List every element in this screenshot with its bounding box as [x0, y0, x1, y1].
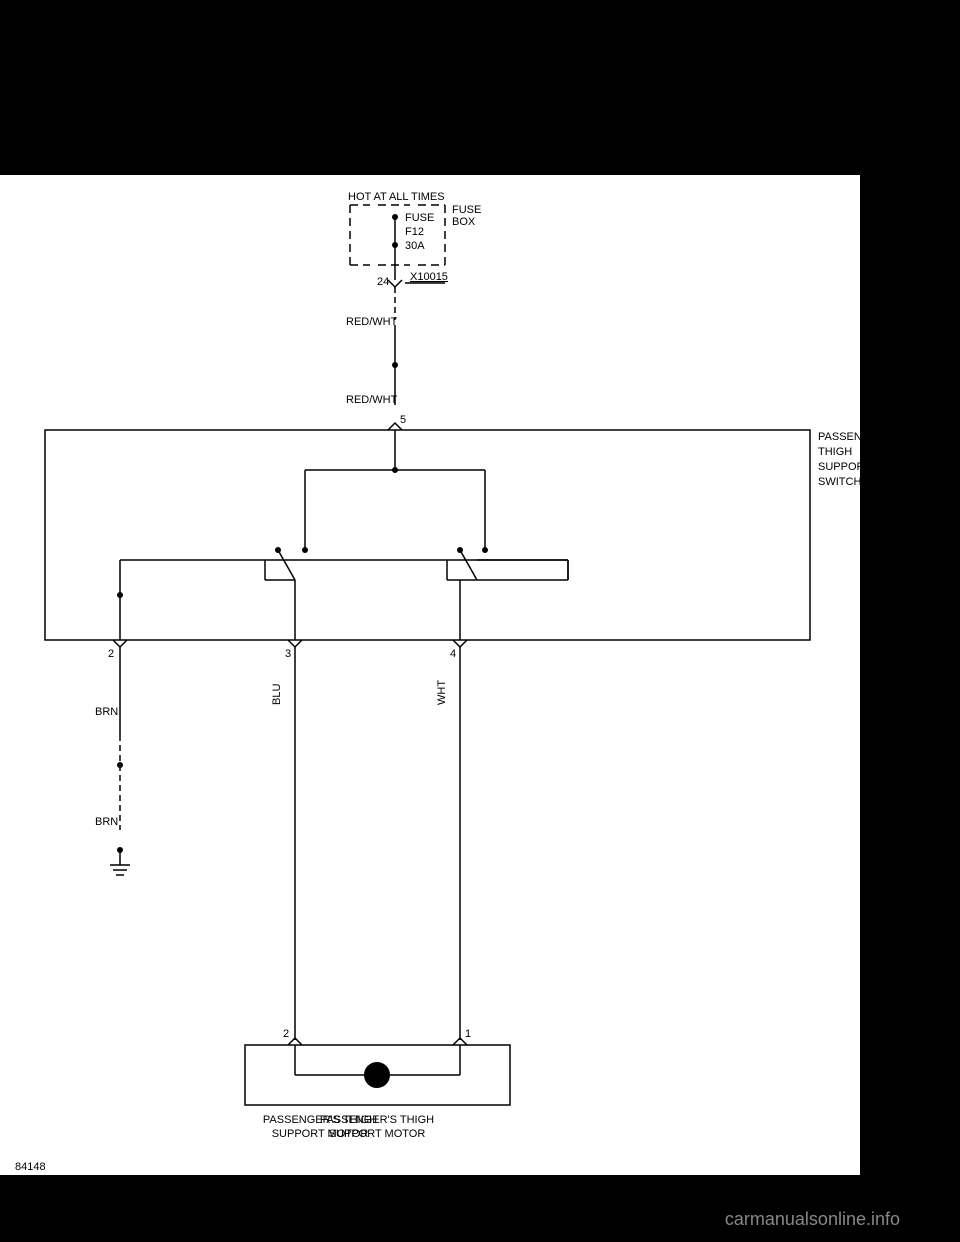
wire-redwht-1: RED/WHT	[346, 316, 398, 328]
connector-x10015: 24 X10015	[377, 271, 448, 288]
conn-pin: 24	[377, 276, 389, 288]
motor-pin-2: 2	[283, 1028, 289, 1040]
pin-4: 4	[450, 648, 456, 660]
page-border	[860, 175, 863, 1175]
fuse-box: HOT AT ALL TIMES FUSE BOX FUSE F12 30A	[348, 191, 481, 280]
svg-text:SUPPORT MOTOR: SUPPORT MOTOR	[329, 1128, 426, 1140]
switch-label1: PASSENGER'S	[818, 431, 860, 443]
pin-3: 3	[285, 648, 291, 660]
wire-wht: WHT	[436, 680, 448, 705]
motor-symbol: M	[372, 1071, 381, 1083]
wire-redwht-2: RED/WHT	[346, 394, 398, 406]
conn-id: X10015	[410, 271, 448, 283]
switch-label3: SUPPORT	[818, 461, 860, 473]
fuse-label: FUSE	[405, 212, 434, 224]
switch-label2: THIGH	[818, 446, 852, 458]
wiring-diagram: HOT AT ALL TIMES FUSE BOX FUSE F12 30A 2…	[0, 175, 860, 1175]
diagram-id: 84148	[15, 1161, 46, 1173]
wire-blu: BLU	[271, 684, 283, 705]
fuse-id: F12	[405, 226, 424, 238]
pin-5: 5	[400, 414, 406, 426]
switch-label4: SWITCH	[818, 476, 860, 488]
ground-symbol	[110, 847, 130, 875]
watermark: carmanualsonline.info	[725, 1209, 900, 1230]
fuse-rating: 30A	[405, 240, 425, 252]
hot-label: HOT AT ALL TIMES	[348, 191, 445, 203]
fuse-box-label1: FUSE	[452, 204, 481, 216]
svg-text:PASSENGER'S THIGH: PASSENGER'S THIGH	[320, 1114, 434, 1126]
switch-box	[45, 430, 810, 640]
wire-brn-1: BRN	[95, 706, 118, 718]
fuse-box-label2: BOX	[452, 216, 476, 228]
pin-2: 2	[108, 648, 114, 660]
motor-pin-1: 1	[465, 1028, 471, 1040]
wire-brn-2: BRN	[95, 816, 118, 828]
diagram-canvas: HOT AT ALL TIMES FUSE BOX FUSE F12 30A 2…	[0, 175, 860, 1175]
